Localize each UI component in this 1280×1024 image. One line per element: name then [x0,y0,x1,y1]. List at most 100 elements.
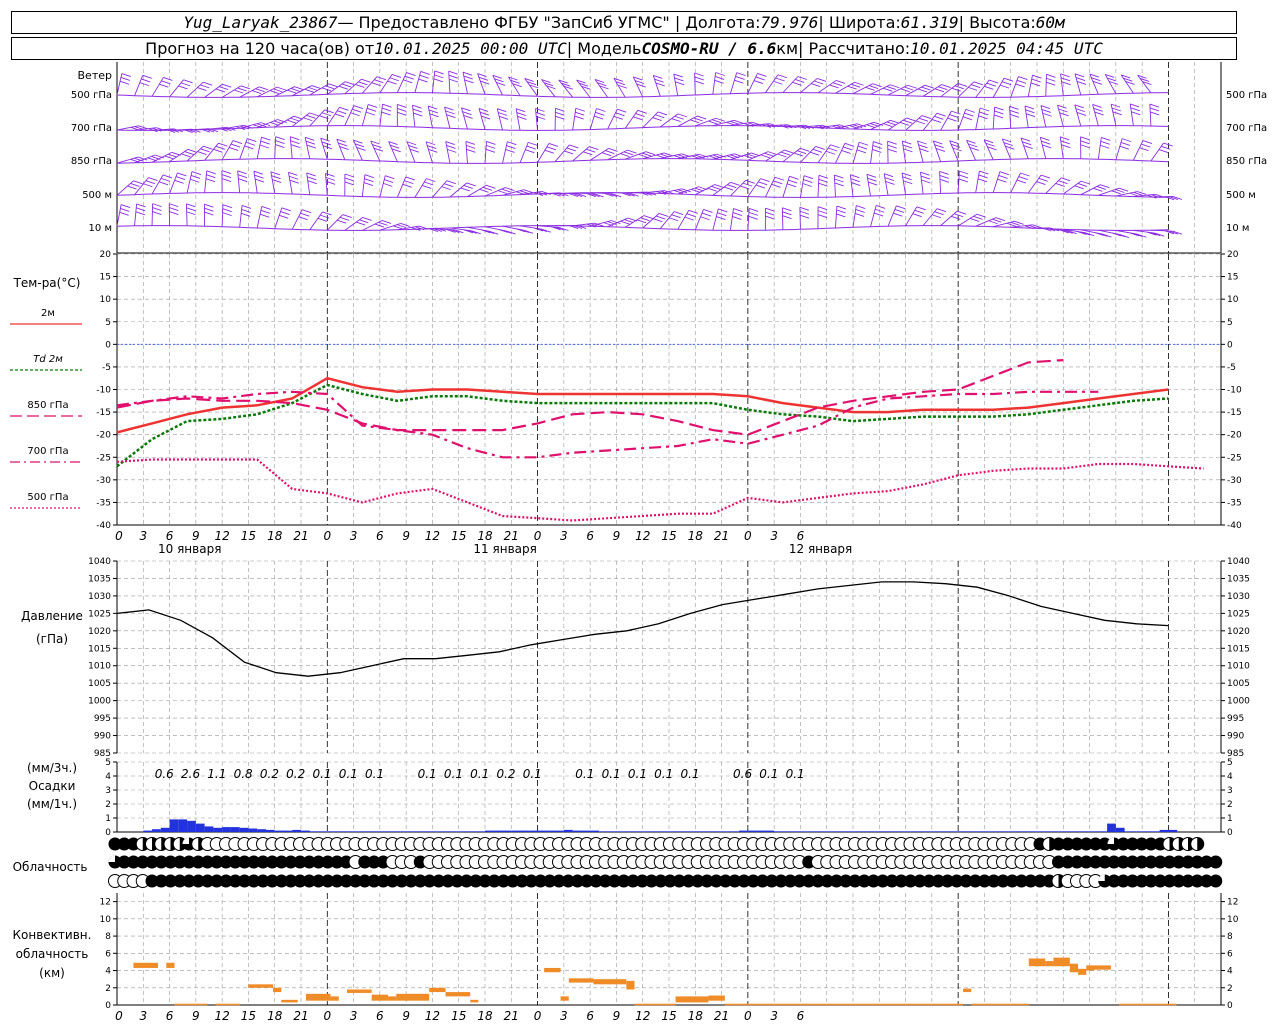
day-label: 10 января [158,542,221,556]
wind-barb-flag [904,86,914,91]
wind-barb-flag [444,183,454,188]
wind-barb-flag [978,174,988,179]
precip-bar [537,830,547,832]
wind-barb-flag [1142,81,1152,86]
wind-barb-flag [230,143,241,148]
wind-barb-flag [218,142,228,147]
precip-bar [861,831,871,832]
precip-bar [949,831,959,832]
precip-bar [686,831,696,832]
wind-barb-flag [391,74,402,78]
wind-barb-flag [433,78,444,83]
cloud-cell-overcast [302,874,316,888]
wind-barb-flag [528,141,538,146]
wind-barb-flag [872,83,882,88]
wind-level-line [116,192,1169,198]
wind-barb-flag [773,80,783,85]
wind-barb-flag [671,214,681,219]
wind-barb-flag [964,112,974,117]
wind-barb-flag [426,178,436,183]
wind-barb-flag [867,177,877,182]
wind-barb-flag [992,218,1002,223]
wind-barb-flag [894,209,905,213]
wind-barb-flag [788,179,798,184]
cloud-cell-overcast [302,855,316,869]
wind-barb [782,176,790,198]
wind-barb-flag [450,229,460,234]
wind-barb-flag [979,170,989,175]
wind-barb-flag [1016,179,1027,184]
wind-barb [870,205,877,227]
wind-barb-flag [1121,138,1132,143]
precip-bar [598,831,608,832]
conv-cloud-bar [215,1003,241,1006]
wind-barb-flag [324,109,334,114]
cloud-cell-overcast [1135,855,1149,869]
wind-barb-flag [596,108,606,112]
wind-barb [887,205,897,227]
conv-cloud-bar [281,999,298,1003]
wind-barb-flag [611,193,622,198]
cloud-cell-overcast [450,874,464,888]
wind-level-label: 500 м [82,190,112,201]
cloud-cell-overcast [931,874,945,888]
wind-barb [673,73,679,96]
wind-barb-flag [321,112,332,117]
wind-barb-flag [1076,80,1087,85]
wind-barb-flag [505,149,515,153]
wind-barb-flag [551,226,561,231]
wind-barb-flag [949,140,959,145]
wind-barb-flag [143,183,153,188]
wind-barb-flag [1005,145,1015,150]
legend-label: 700 гПа [27,446,68,457]
wind-barb-flag [873,212,884,217]
wind-barb-flag [460,187,470,192]
wind-barb-flag [408,145,418,149]
cloud-cell-overcast [497,874,510,888]
wind-barb-flag [1060,140,1070,145]
wind-barb [765,74,779,94]
wind-barb-flag [356,147,366,151]
wind-barb-flag [160,177,171,182]
wind-barb-flag [885,181,895,185]
wind-barb-flag [378,221,388,226]
wind-barb-flag [1075,108,1085,113]
cloud-cell-overcast [1116,874,1130,888]
wind-barb-flag [341,83,352,88]
wind-barb [1045,74,1047,97]
x-tick-label: 9 [192,529,200,543]
wind-barb-flag [142,74,152,79]
temp-series-line [116,390,1099,459]
wind-barb-flag [1014,220,1024,225]
cloud-cell-overcast [117,855,131,869]
wind-barb-flag [1063,229,1073,234]
wind-barb-flag [774,176,785,181]
wind-barb-flag [371,82,381,87]
wind-barb-flag [615,112,625,117]
cloud-cell-overcast [367,855,381,869]
wind-barb-flag [1120,142,1131,146]
wind-barb-flag [620,220,630,225]
conv-cloud-bar [634,1003,676,1006]
precip-bar [739,830,748,832]
wind-barb-flag [222,208,232,213]
temp-tick-label-right: 15 [1227,273,1238,283]
wind-barb-flag [337,219,347,224]
wind-barb-flag [736,72,746,77]
wind-barb-flag [856,149,867,154]
wind-barb [336,139,346,160]
wind-barb [799,207,801,230]
wind-barb [870,141,874,164]
wind-barb-flag [479,111,490,116]
cloud-cell-overcast [191,874,205,888]
wind-barb-flag [300,212,310,217]
wind-barb-flag [536,115,546,120]
wind-barb [535,108,539,131]
x-tick-label: 15 [661,1009,676,1023]
temp-tick-label-left: 5 [105,318,111,328]
wind-barb-flag [902,144,913,149]
wind-barb-flag [594,222,604,227]
wind-barb-flag [374,79,384,84]
wind-barb-flag [159,83,169,88]
precip-bar [993,831,1002,832]
